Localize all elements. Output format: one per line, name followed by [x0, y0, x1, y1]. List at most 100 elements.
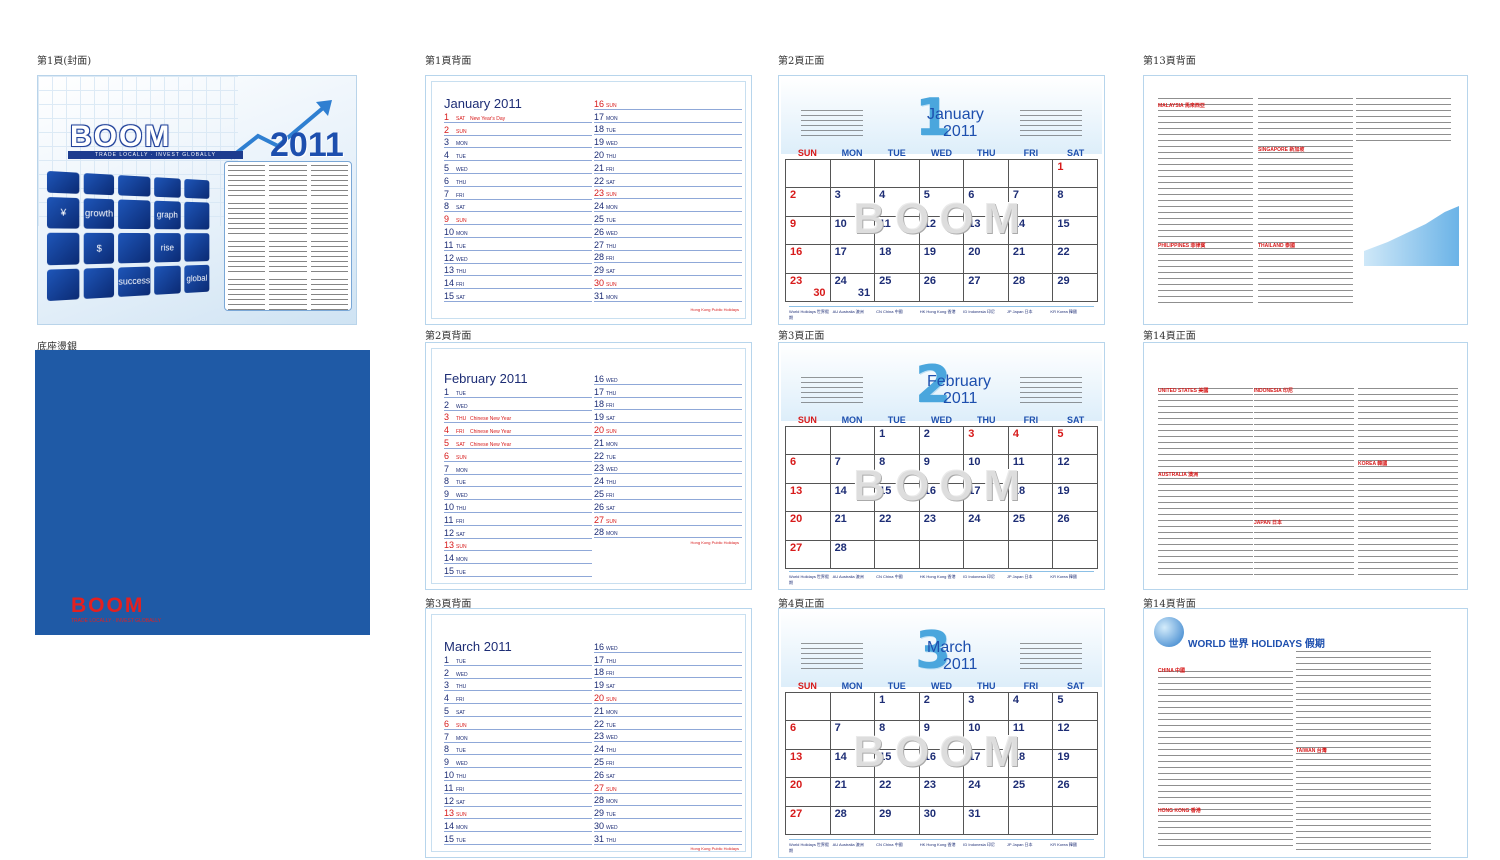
weekday: THU: [606, 838, 620, 844]
month-name: February: [927, 373, 991, 391]
legend-entry: AU Australia 澳洲: [833, 574, 877, 586]
notes-row: 18 FRI: [594, 666, 742, 679]
notes-row: 26 WED: [594, 225, 742, 238]
weekday: FRI: [606, 671, 620, 677]
legend-entry: HK Hong Kong 香港: [920, 842, 964, 854]
weekday-label: MON: [830, 415, 875, 425]
weekday: THU: [456, 774, 470, 780]
cover-tile: [47, 233, 80, 265]
boom-watermark: BOOM: [779, 461, 1104, 511]
day-cell: 2: [920, 693, 965, 721]
country-heading: TAIWAN 台灣: [1296, 747, 1327, 754]
weekday: SUN: [456, 544, 470, 550]
day-number: 28: [594, 527, 606, 537]
day-cell: [1009, 541, 1054, 569]
country-heading: INDONESIA 印尼: [1254, 387, 1293, 394]
globe-icon: [1154, 617, 1184, 647]
day-number: 10: [444, 770, 456, 780]
weekday: SAT: [456, 442, 470, 448]
day-number: 5: [444, 163, 456, 173]
notes-row: 3 THU Chinese New Year: [444, 411, 592, 424]
notes-row: 12 SAT: [444, 526, 592, 539]
notes-row: 7 MON: [444, 730, 592, 743]
legend-entry: AU Australia 澳洲: [833, 842, 877, 854]
cover-tile: ¥: [47, 196, 80, 228]
notes-row: 15 SAT: [444, 289, 592, 302]
weekday: MON: [456, 468, 470, 474]
day-cell: 25: [875, 274, 920, 302]
cover-tile: [184, 233, 209, 261]
weekday: MON: [606, 531, 620, 537]
legend-entry: KR Korea 韓國: [1050, 842, 1094, 854]
weekday: THU: [606, 244, 620, 250]
weekday: SAT: [456, 800, 470, 806]
weekday-label: SUN: [785, 148, 830, 158]
notes-row: 30 WED: [594, 819, 742, 832]
cover-cube-grid: ¥ growth graph $ rise success global: [47, 171, 209, 301]
legend-entry: ID Indonesia 印尼: [963, 842, 1007, 854]
month-year: 2011: [943, 123, 977, 141]
notes-row: 28 MON: [594, 794, 742, 807]
notes-row: 2 WED: [444, 666, 592, 679]
weekday: WED: [456, 167, 470, 173]
day-number: 24: [594, 744, 606, 754]
day-number: 19: [594, 137, 606, 147]
day-number: 21: [594, 163, 606, 173]
weekday: MON: [456, 557, 470, 563]
notes-row: 21 MON: [594, 704, 742, 717]
day-number: 29: [594, 265, 606, 275]
day-number: 31: [594, 834, 606, 844]
weekday-label: TUE: [874, 148, 919, 158]
day-cell: 21: [1009, 245, 1054, 273]
day-cell: 20: [786, 512, 831, 540]
day-number: 30: [594, 278, 606, 288]
weekday: SAT: [456, 295, 470, 301]
legend-entry: World Holidays 世界假期: [789, 309, 833, 321]
weekday: TUE: [456, 659, 470, 665]
day-number: 15: [444, 291, 456, 301]
day-number: 26: [594, 770, 606, 780]
next-month-mini-calendar: [1020, 377, 1082, 405]
weekday-label: SAT: [1053, 148, 1098, 158]
notes-footer: Hong Kong Public Holidays: [691, 307, 739, 312]
weekday: WED: [606, 825, 620, 831]
weekday: SAT: [456, 205, 470, 211]
weekday-label: SAT: [1053, 681, 1098, 691]
day-number: 14: [444, 278, 456, 288]
cover-tile: [47, 171, 80, 193]
day-number: 18: [594, 124, 606, 134]
day-cell: 4: [1009, 427, 1054, 455]
notes-row: 7 FRI: [444, 187, 592, 200]
notes-row: 26 SAT: [594, 500, 742, 513]
weekday: TUE: [456, 480, 470, 486]
notes-row: 18 FRI: [594, 398, 742, 411]
notes-row: 20 THU: [594, 148, 742, 161]
legend-entry: JP Japan 日本: [1007, 309, 1051, 321]
overflow-day: 31: [858, 287, 870, 299]
weekday: WED: [606, 646, 620, 652]
notes-row: 28 FRI: [594, 251, 742, 264]
day-cell: 17: [831, 245, 876, 273]
holiday-legend: World Holidays 世界假期 AU Australia 澳洲 CN Chi…: [789, 306, 1094, 318]
notes-title: February 2011: [444, 371, 528, 386]
weekday: WED: [606, 141, 620, 147]
day-number: 4: [444, 425, 456, 435]
note-text: Chinese New Year: [470, 442, 511, 448]
notes-row: 20 SUN: [594, 691, 742, 704]
prev-month-mini-calendar: [801, 110, 863, 138]
day-cell: [786, 160, 831, 188]
weekday: SAT: [606, 416, 620, 422]
country-heading: JAPAN 日本: [1254, 519, 1282, 526]
day-number: 20: [594, 150, 606, 160]
country-heading: SINGAPORE 新加坡: [1258, 146, 1304, 153]
day-number: 12: [444, 796, 456, 806]
day-number: 26: [594, 227, 606, 237]
label-p3front: 第3頁正面: [778, 327, 824, 342]
weekday: THU: [606, 391, 620, 397]
notes-row: 1 SAT New Year's Day: [444, 110, 592, 123]
day-cell: 23: [920, 512, 965, 540]
day-cell: [920, 541, 965, 569]
weekday: SAT: [456, 116, 470, 122]
day-number: 17: [594, 655, 606, 665]
notes-row: 10 THU: [444, 500, 592, 513]
